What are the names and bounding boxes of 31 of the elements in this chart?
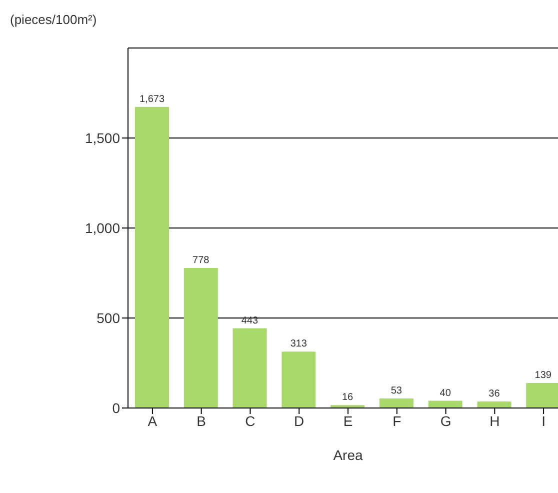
y-tick-label: 1,000	[84, 220, 120, 236]
data-label: 53	[390, 385, 402, 396]
data-label: 778	[192, 254, 210, 266]
data-label: 36	[488, 388, 500, 400]
x-tick-label: C	[245, 412, 256, 429]
x-tick-label: B	[196, 412, 206, 429]
data-label: 313	[290, 338, 308, 350]
data-label: 139	[534, 370, 552, 381]
x-tick-label: H	[490, 412, 500, 429]
x-tick-label: E	[343, 412, 353, 429]
x-tick-label: G	[440, 412, 452, 429]
bar	[477, 402, 512, 408]
x-tick-label: F	[392, 412, 402, 429]
bar	[282, 352, 316, 408]
y-tick-label: 0	[112, 400, 120, 416]
y-tick-label: 500	[96, 310, 120, 326]
bar	[135, 106, 169, 408]
bar	[379, 398, 414, 408]
x-axis-title: Area	[333, 447, 363, 463]
x-tick-label: I	[542, 412, 546, 429]
bar	[184, 268, 218, 408]
bar	[232, 328, 267, 408]
data-label: 443	[241, 315, 259, 326]
x-tick-label: D	[294, 412, 304, 429]
bar	[428, 400, 462, 408]
y-axis-title: (pieces/100m²)	[10, 12, 97, 27]
x-tick-label: A	[148, 412, 158, 429]
data-label: 40	[440, 388, 452, 399]
data-label: 1,673	[139, 94, 165, 105]
data-label: 16	[342, 392, 354, 404]
y-tick-label: 1,500	[84, 130, 120, 146]
